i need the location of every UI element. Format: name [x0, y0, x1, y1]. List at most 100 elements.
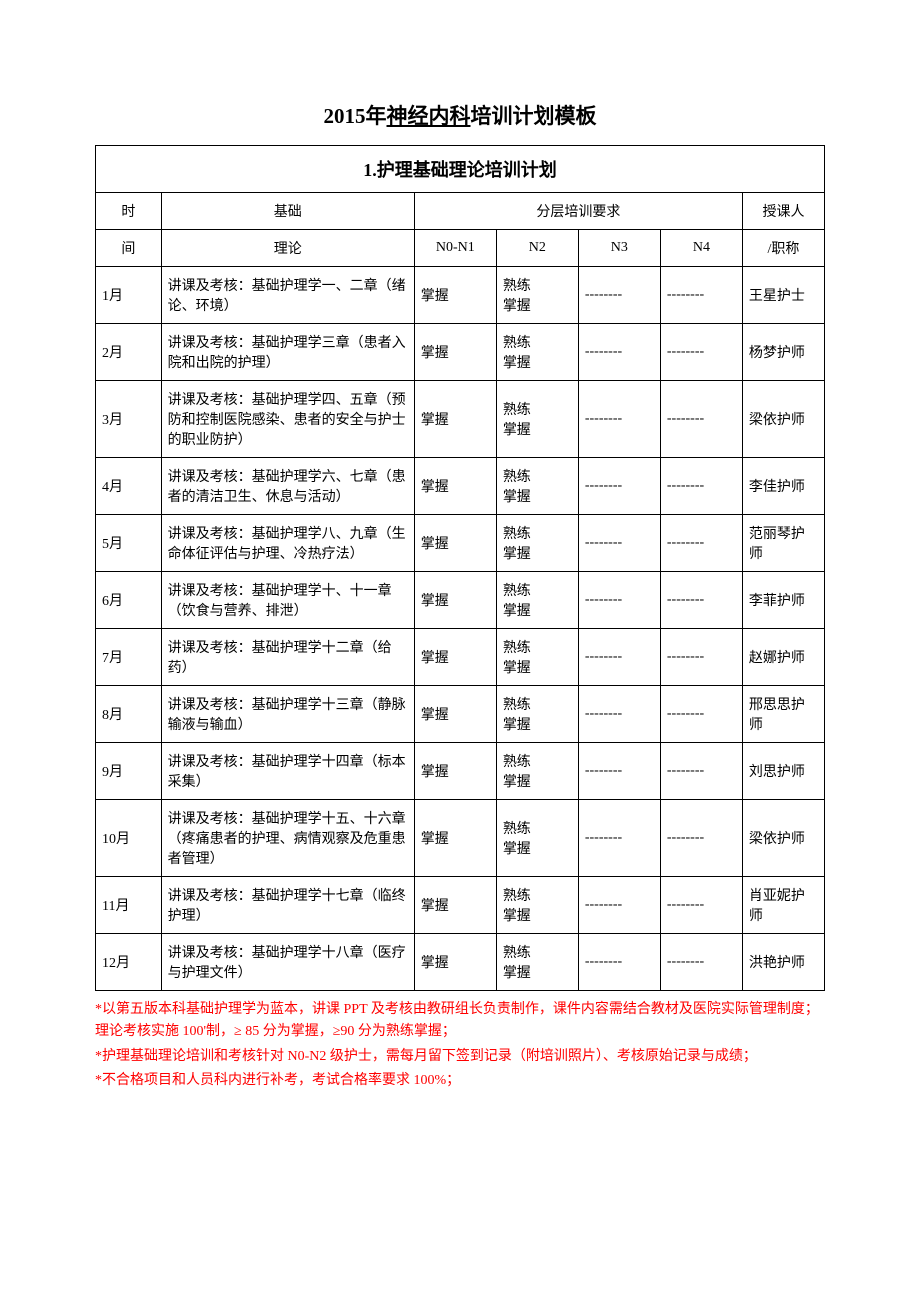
content-cell: 讲课及考核：基础护理学四、五章（预防和控制医院感染、患者的安全与护士的职业防护）: [161, 381, 414, 458]
n2-cell: 熟练掌握: [496, 381, 578, 458]
content-cell: 讲课及考核：基础护理学十八章（医疗与护理文件）: [161, 934, 414, 991]
lecturer-cell: 肖亚妮护师: [742, 877, 824, 934]
note-line: *不合格项目和人员科内进行补考，考试合格率要求 100%；: [95, 1070, 825, 1092]
lecturer-cell: 范丽琴护师: [742, 515, 824, 572]
lecturer-cell: 洪艳护师: [742, 934, 824, 991]
n0n1-cell: 掌握: [414, 686, 496, 743]
n0n1-cell: 掌握: [414, 381, 496, 458]
n3-cell: --------: [578, 877, 660, 934]
n3-cell: --------: [578, 381, 660, 458]
month-cell: 3月: [96, 381, 162, 458]
table-row: 4月讲课及考核：基础护理学六、七章（患者的清洁卫生、休息与活动）掌握熟练掌握--…: [96, 458, 825, 515]
lecturer-cell: 赵娜护师: [742, 629, 824, 686]
month-cell: 10月: [96, 800, 162, 877]
n4-cell: --------: [660, 515, 742, 572]
header-n0n1: N0-N1: [414, 230, 496, 267]
notes-section: *以第五版本科基础护理学为蓝本，讲课 PPT 及考核由教研组长负责制作，课件内容…: [95, 999, 825, 1093]
n3-cell: --------: [578, 572, 660, 629]
header-n3: N3: [578, 230, 660, 267]
n4-cell: --------: [660, 800, 742, 877]
table-row: 1月讲课及考核：基础护理学一、二章（绪论、环境）掌握熟练掌握----------…: [96, 267, 825, 324]
month-cell: 6月: [96, 572, 162, 629]
table-row: 8月讲课及考核：基础护理学十三章（静脉输液与输血）掌握熟练掌握---------…: [96, 686, 825, 743]
n0n1-cell: 掌握: [414, 267, 496, 324]
content-cell: 讲课及考核：基础护理学十二章（给药）: [161, 629, 414, 686]
content-cell: 讲课及考核：基础护理学一、二章（绪论、环境）: [161, 267, 414, 324]
n4-cell: --------: [660, 381, 742, 458]
month-cell: 1月: [96, 267, 162, 324]
n0n1-cell: 掌握: [414, 877, 496, 934]
n2-cell: 熟练掌握: [496, 877, 578, 934]
n4-cell: --------: [660, 934, 742, 991]
lecturer-cell: 邢思思护师: [742, 686, 824, 743]
n3-cell: --------: [578, 515, 660, 572]
content-cell: 讲课及考核：基础护理学三章（患者入院和出院的护理）: [161, 324, 414, 381]
n4-cell: --------: [660, 877, 742, 934]
content-cell: 讲课及考核：基础护理学十三章（静脉输液与输血）: [161, 686, 414, 743]
title-underline: 神经内科: [387, 104, 471, 128]
n0n1-cell: 掌握: [414, 458, 496, 515]
n2-cell: 熟练掌握: [496, 515, 578, 572]
month-cell: 8月: [96, 686, 162, 743]
n2-cell: 熟练掌握: [496, 629, 578, 686]
table-row: 6月讲课及考核：基础护理学十、十一章（饮食与营养、排泄）掌握熟练掌握------…: [96, 572, 825, 629]
month-cell: 12月: [96, 934, 162, 991]
n2-cell: 熟练掌握: [496, 458, 578, 515]
note-line: *护理基础理论培训和考核针对 N0-N2 级护士，需每月留下签到记录（附培训照片…: [95, 1046, 825, 1068]
n0n1-cell: 掌握: [414, 515, 496, 572]
n4-cell: --------: [660, 743, 742, 800]
n2-cell: 熟练掌握: [496, 934, 578, 991]
n2-cell: 熟练掌握: [496, 572, 578, 629]
header-level: 分层培训要求: [414, 193, 742, 230]
content-cell: 讲课及考核：基础护理学六、七章（患者的清洁卫生、休息与活动）: [161, 458, 414, 515]
header-row-1: 时 基础 分层培训要求 授课人: [96, 193, 825, 230]
n2-cell: 熟练掌握: [496, 743, 578, 800]
n3-cell: --------: [578, 934, 660, 991]
n2-cell: 熟练掌握: [496, 686, 578, 743]
n0n1-cell: 掌握: [414, 934, 496, 991]
lecturer-cell: 梁依护师: [742, 381, 824, 458]
note-line: *以第五版本科基础护理学为蓝本，讲课 PPT 及考核由教研组长负责制作，课件内容…: [95, 999, 825, 1044]
n4-cell: --------: [660, 572, 742, 629]
table-row: 2月讲课及考核：基础护理学三章（患者入院和出院的护理）掌握熟练掌握-------…: [96, 324, 825, 381]
table-row: 11月讲课及考核：基础护理学十七章（临终护理）掌握熟练掌握-----------…: [96, 877, 825, 934]
n3-cell: --------: [578, 743, 660, 800]
header-time-l2: 间: [96, 230, 162, 267]
n4-cell: --------: [660, 324, 742, 381]
header-n4: N4: [660, 230, 742, 267]
table-row: 10月讲课及考核：基础护理学十五、十六章（疼痛患者的护理、病情观察及危重患者管理…: [96, 800, 825, 877]
month-cell: 5月: [96, 515, 162, 572]
table-row: 3月讲课及考核：基础护理学四、五章（预防和控制医院感染、患者的安全与护士的职业防…: [96, 381, 825, 458]
month-cell: 2月: [96, 324, 162, 381]
content-cell: 讲课及考核：基础护理学十五、十六章（疼痛患者的护理、病情观察及危重患者管理）: [161, 800, 414, 877]
section-header-row: 1.护理基础理论培训计划: [96, 146, 825, 193]
lecturer-cell: 刘思护师: [742, 743, 824, 800]
lecturer-cell: 梁依护师: [742, 800, 824, 877]
table-row: 5月讲课及考核：基础护理学八、九章（生命体征评估与护理、冷热疗法）掌握熟练掌握-…: [96, 515, 825, 572]
table-row: 9月讲课及考核：基础护理学十四章（标本采集）掌握熟练掌握------------…: [96, 743, 825, 800]
title-prefix: 2015年: [324, 104, 387, 128]
training-table: 1.护理基础理论培训计划 时 基础 分层培训要求 授课人 间 理论 N0-N1 …: [95, 145, 825, 991]
lecturer-cell: 杨梦护师: [742, 324, 824, 381]
n3-cell: --------: [578, 324, 660, 381]
n3-cell: --------: [578, 458, 660, 515]
n4-cell: --------: [660, 458, 742, 515]
n4-cell: --------: [660, 267, 742, 324]
lecturer-cell: 王星护士: [742, 267, 824, 324]
header-lecturer-l1: 授课人: [742, 193, 824, 230]
header-time-l1: 时: [96, 193, 162, 230]
n3-cell: --------: [578, 800, 660, 877]
page-title: 2015年神经内科培训计划模板: [95, 100, 825, 130]
n2-cell: 熟练掌握: [496, 267, 578, 324]
n0n1-cell: 掌握: [414, 743, 496, 800]
n3-cell: --------: [578, 629, 660, 686]
n2-cell: 熟练掌握: [496, 800, 578, 877]
n0n1-cell: 掌握: [414, 572, 496, 629]
header-n2: N2: [496, 230, 578, 267]
table-row: 7月讲课及考核：基础护理学十二章（给药）掌握熟练掌握--------------…: [96, 629, 825, 686]
n2-cell: 熟练掌握: [496, 324, 578, 381]
n3-cell: --------: [578, 267, 660, 324]
title-suffix: 培训计划模板: [471, 104, 597, 128]
header-row-2: 间 理论 N0-N1 N2 N3 N4 /职称: [96, 230, 825, 267]
n0n1-cell: 掌握: [414, 629, 496, 686]
